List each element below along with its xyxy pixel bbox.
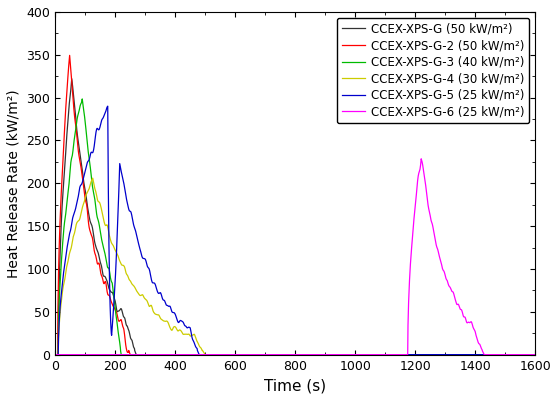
CCEX-XPS-G (50 kW/m²) <box>532 352 538 357</box>
CCEX-XPS-G-3 (40 kW/m²) <box>499 352 506 357</box>
CCEX-XPS-G-2 (50 kW/m²) <box>52 352 59 357</box>
CCEX-XPS-G-4 (30 kW/m²) <box>354 352 361 357</box>
CCEX-XPS-G-5 (25 kW/m²) <box>294 352 301 357</box>
Line: CCEX-XPS-G-3 (40 kW/m²): CCEX-XPS-G-3 (40 kW/m²) <box>55 99 535 355</box>
CCEX-XPS-G (50 kW/m²) <box>525 352 531 357</box>
CCEX-XPS-G (50 kW/m²) <box>294 352 301 357</box>
CCEX-XPS-G-5 (25 kW/m²) <box>238 352 245 357</box>
CCEX-XPS-G-6 (25 kW/m²) <box>532 352 538 357</box>
CCEX-XPS-G-3 (40 kW/m²) <box>294 352 301 357</box>
CCEX-XPS-G-4 (30 kW/m²) <box>52 352 59 357</box>
CCEX-XPS-G-5 (25 kW/m²) <box>354 352 361 357</box>
CCEX-XPS-G-6 (25 kW/m²) <box>354 352 360 357</box>
CCEX-XPS-G (50 kW/m²) <box>499 352 506 357</box>
CCEX-XPS-G-4 (30 kW/m²) <box>532 352 538 357</box>
CCEX-XPS-G-6 (25 kW/m²) <box>294 352 300 357</box>
CCEX-XPS-G-4 (30 kW/m²) <box>492 352 498 357</box>
CCEX-XPS-G-2 (50 kW/m²) <box>499 352 506 357</box>
Line: CCEX-XPS-G-2 (50 kW/m²): CCEX-XPS-G-2 (50 kW/m²) <box>55 55 535 355</box>
CCEX-XPS-G-5 (25 kW/m²) <box>492 352 498 357</box>
Line: CCEX-XPS-G-5 (25 kW/m²): CCEX-XPS-G-5 (25 kW/m²) <box>55 106 535 355</box>
CCEX-XPS-G-6 (25 kW/m²) <box>499 352 506 357</box>
CCEX-XPS-G-2 (50 kW/m²) <box>354 352 361 357</box>
CCEX-XPS-G (50 kW/m²) <box>52 352 59 357</box>
CCEX-XPS-G-2 (50 kW/m²) <box>294 352 301 357</box>
Line: CCEX-XPS-G (50 kW/m²): CCEX-XPS-G (50 kW/m²) <box>55 79 535 355</box>
CCEX-XPS-G-3 (40 kW/m²) <box>532 352 538 357</box>
CCEX-XPS-G-2 (50 kW/m²) <box>66 53 73 58</box>
CCEX-XPS-G-6 (25 kW/m²) <box>418 156 425 161</box>
Y-axis label: Heat Release Rate (kW/m²): Heat Release Rate (kW/m²) <box>7 89 21 278</box>
CCEX-XPS-G (50 kW/m²) <box>238 352 245 357</box>
CCEX-XPS-G-3 (40 kW/m²) <box>238 352 245 357</box>
CCEX-XPS-G-5 (25 kW/m²) <box>532 352 538 357</box>
CCEX-XPS-G-2 (50 kW/m²) <box>492 352 498 357</box>
CCEX-XPS-G-6 (25 kW/m²) <box>525 352 531 357</box>
CCEX-XPS-G-3 (40 kW/m²) <box>492 352 498 357</box>
CCEX-XPS-G-2 (50 kW/m²) <box>238 352 245 357</box>
Line: CCEX-XPS-G-4 (30 kW/m²): CCEX-XPS-G-4 (30 kW/m²) <box>55 178 535 355</box>
CCEX-XPS-G-5 (25 kW/m²) <box>52 352 59 357</box>
X-axis label: Time (s): Time (s) <box>264 378 326 393</box>
CCEX-XPS-G-3 (40 kW/m²) <box>525 352 531 357</box>
CCEX-XPS-G (50 kW/m²) <box>354 352 361 357</box>
CCEX-XPS-G (50 kW/m²) <box>492 352 498 357</box>
CCEX-XPS-G-2 (50 kW/m²) <box>532 352 538 357</box>
CCEX-XPS-G-6 (25 kW/m²) <box>492 352 498 357</box>
Legend: CCEX-XPS-G (50 kW/m²), CCEX-XPS-G-2 (50 kW/m²), CCEX-XPS-G-3 (40 kW/m²), CCEX-XP: CCEX-XPS-G (50 kW/m²), CCEX-XPS-G-2 (50 … <box>337 18 530 123</box>
CCEX-XPS-G-5 (25 kW/m²) <box>525 352 531 357</box>
CCEX-XPS-G-4 (30 kW/m²) <box>89 176 96 180</box>
CCEX-XPS-G-4 (30 kW/m²) <box>499 352 506 357</box>
CCEX-XPS-G-6 (25 kW/m²) <box>52 352 59 357</box>
CCEX-XPS-G-3 (40 kW/m²) <box>354 352 361 357</box>
CCEX-XPS-G-3 (40 kW/m²) <box>52 352 59 357</box>
CCEX-XPS-G (50 kW/m²) <box>69 76 75 81</box>
CCEX-XPS-G-5 (25 kW/m²) <box>499 352 506 357</box>
CCEX-XPS-G-6 (25 kW/m²) <box>238 352 244 357</box>
CCEX-XPS-G-5 (25 kW/m²) <box>104 104 111 108</box>
CCEX-XPS-G-4 (30 kW/m²) <box>525 352 531 357</box>
CCEX-XPS-G-2 (50 kW/m²) <box>525 352 531 357</box>
CCEX-XPS-G-4 (30 kW/m²) <box>238 352 245 357</box>
CCEX-XPS-G-3 (40 kW/m²) <box>79 96 85 101</box>
Line: CCEX-XPS-G-6 (25 kW/m²): CCEX-XPS-G-6 (25 kW/m²) <box>55 159 535 355</box>
CCEX-XPS-G-4 (30 kW/m²) <box>294 352 301 357</box>
